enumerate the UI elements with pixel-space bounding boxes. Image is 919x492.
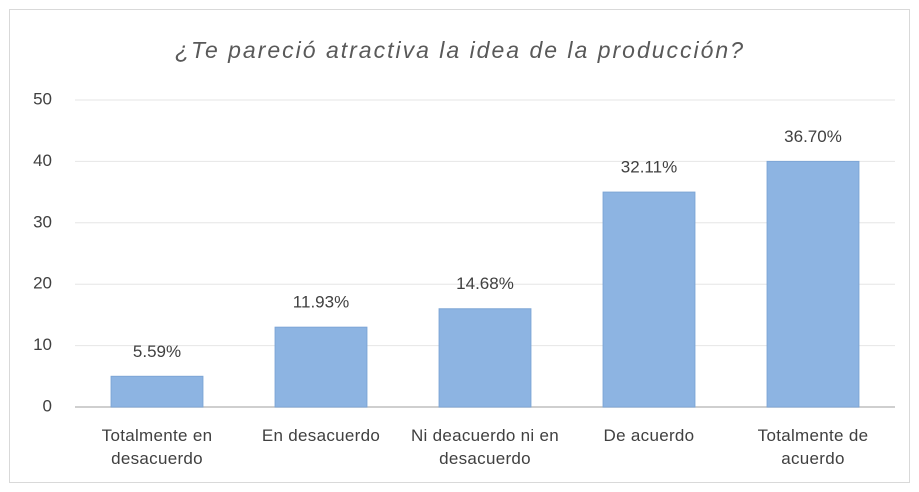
y-tick-label: 30 xyxy=(33,212,52,231)
data-label: 36.70% xyxy=(784,127,842,146)
x-tick-label: Ni deacuerdo ni en desacuerdo xyxy=(410,426,560,468)
y-tick-label: 50 xyxy=(33,89,52,108)
chart-title: ¿Te pareció atractiva la idea de la prod… xyxy=(175,37,745,63)
data-label: 11.93% xyxy=(293,293,349,312)
x-tick-label: De acuerdo xyxy=(603,426,695,445)
bar xyxy=(602,191,696,408)
data-label: 5.59% xyxy=(133,342,181,361)
y-tick-label: 20 xyxy=(33,274,52,293)
bar xyxy=(766,160,860,408)
y-tick-label: 40 xyxy=(33,151,52,170)
bar xyxy=(438,308,532,408)
bar xyxy=(274,326,368,408)
data-label: 14.68% xyxy=(456,274,514,293)
x-tick-label: Totalmente en desacuerdo xyxy=(101,426,213,468)
bar xyxy=(110,375,204,408)
y-tick-label: 10 xyxy=(33,335,52,354)
x-tick-label: En desacuerdo xyxy=(261,426,381,445)
x-tick-label: Totalmente de acuerdo xyxy=(757,426,869,468)
data-label: 32.11% xyxy=(621,158,677,177)
y-tick-label: 0 xyxy=(43,396,52,415)
